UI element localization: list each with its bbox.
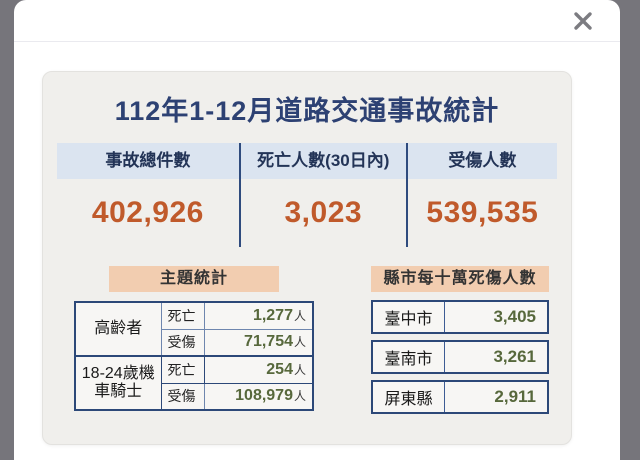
category-cell-young-riders: 18-24歲機車騎士: [74, 355, 162, 411]
page-title: 112年1-12月道路交通事故統計: [114, 96, 500, 126]
metric-value: 108,979: [235, 387, 293, 405]
category-cell-elderly: 高齡者: [74, 301, 162, 357]
metric-value: 71,754: [244, 333, 293, 351]
metric-value: 254: [266, 360, 293, 378]
summary-label: 事故總件數: [57, 143, 239, 179]
detail-section: 主題統計 高齡者 死亡 1,277人 受傷 71,754人 18-24歲機車騎士: [43, 266, 571, 420]
county-name: 屏東縣: [373, 382, 445, 412]
county-section-header: 縣市每十萬死傷人數: [371, 266, 549, 292]
table-row: 18-24歲機車騎士 死亡 254人: [74, 355, 314, 411]
metric-value: 1,277: [252, 306, 293, 324]
county-row-pingtung: 屏東縣 2,911: [371, 380, 549, 414]
county-row-taichung: 臺中市 3,405: [371, 300, 549, 334]
metric-unit: 人: [293, 389, 306, 404]
county-rows: 臺中市 3,405 臺南市 3,261 屏東縣 2,911: [371, 300, 549, 414]
summary-col-total-accidents: 事故總件數 402,926: [57, 143, 239, 247]
county-value: 3,261: [493, 347, 536, 366]
county-name: 臺南市: [373, 342, 445, 372]
metric-label: 受傷: [160, 328, 205, 357]
summary-col-injuries: 受傷人數 539,535: [405, 143, 557, 247]
metric-value-cell: 108,979人: [203, 382, 314, 411]
county-value: 3,405: [493, 307, 536, 326]
metric-value-cell: 1,277人: [203, 301, 314, 330]
county-value: 2,911: [494, 387, 536, 406]
summary-col-deaths: 死亡人數(30日內) 3,023: [238, 143, 406, 247]
close-button[interactable]: [572, 10, 594, 32]
county-row-tainan: 臺南市 3,261: [371, 340, 549, 374]
metric-value-cell: 254人: [203, 355, 314, 384]
metric-label: 死亡: [160, 301, 205, 330]
summary-value: 3,023: [284, 196, 363, 229]
summary-label: 受傷人數: [407, 143, 557, 179]
theme-statistics-section: 主題統計 高齡者 死亡 1,277人 受傷 71,754人 18-24歲機車騎士: [74, 266, 314, 420]
table-row: 受傷 108,979人: [75, 382, 314, 411]
summary-value: 539,535: [426, 196, 539, 229]
metric-unit: 人: [293, 362, 306, 377]
table-row: 高齡者 死亡 1,277人: [74, 301, 314, 357]
summary-label: 死亡人數(30日內): [240, 143, 406, 179]
summary-band: 事故總件數 402,926 死亡人數(30日內) 3,023 受傷人數 539,…: [57, 143, 557, 247]
metric-unit: 人: [293, 308, 306, 323]
summary-value: 402,926: [91, 196, 204, 229]
theme-table: 高齡者 死亡 1,277人 受傷 71,754人 18-24歲機車騎士 死亡 2…: [74, 301, 314, 411]
close-icon: [574, 12, 592, 30]
metric-value-cell: 71,754人: [203, 328, 314, 357]
statistics-card: 112年1-12月道路交通事故統計 事故總件數 402,926 死亡人數(30日…: [42, 71, 572, 445]
metric-label: 受傷: [160, 382, 205, 411]
county-name: 臺中市: [373, 302, 445, 332]
statistics-modal: 112年1-12月道路交通事故統計 事故總件數 402,926 死亡人數(30日…: [14, 0, 620, 460]
table-row: 受傷 71,754人: [75, 328, 314, 357]
theme-section-header: 主題統計: [109, 266, 279, 292]
metric-label: 死亡: [160, 355, 205, 384]
metric-unit: 人: [293, 335, 306, 350]
modal-header: [14, 0, 620, 42]
county-statistics-section: 縣市每十萬死傷人數 臺中市 3,405 臺南市 3,261 屏東縣 2,911: [371, 266, 549, 420]
